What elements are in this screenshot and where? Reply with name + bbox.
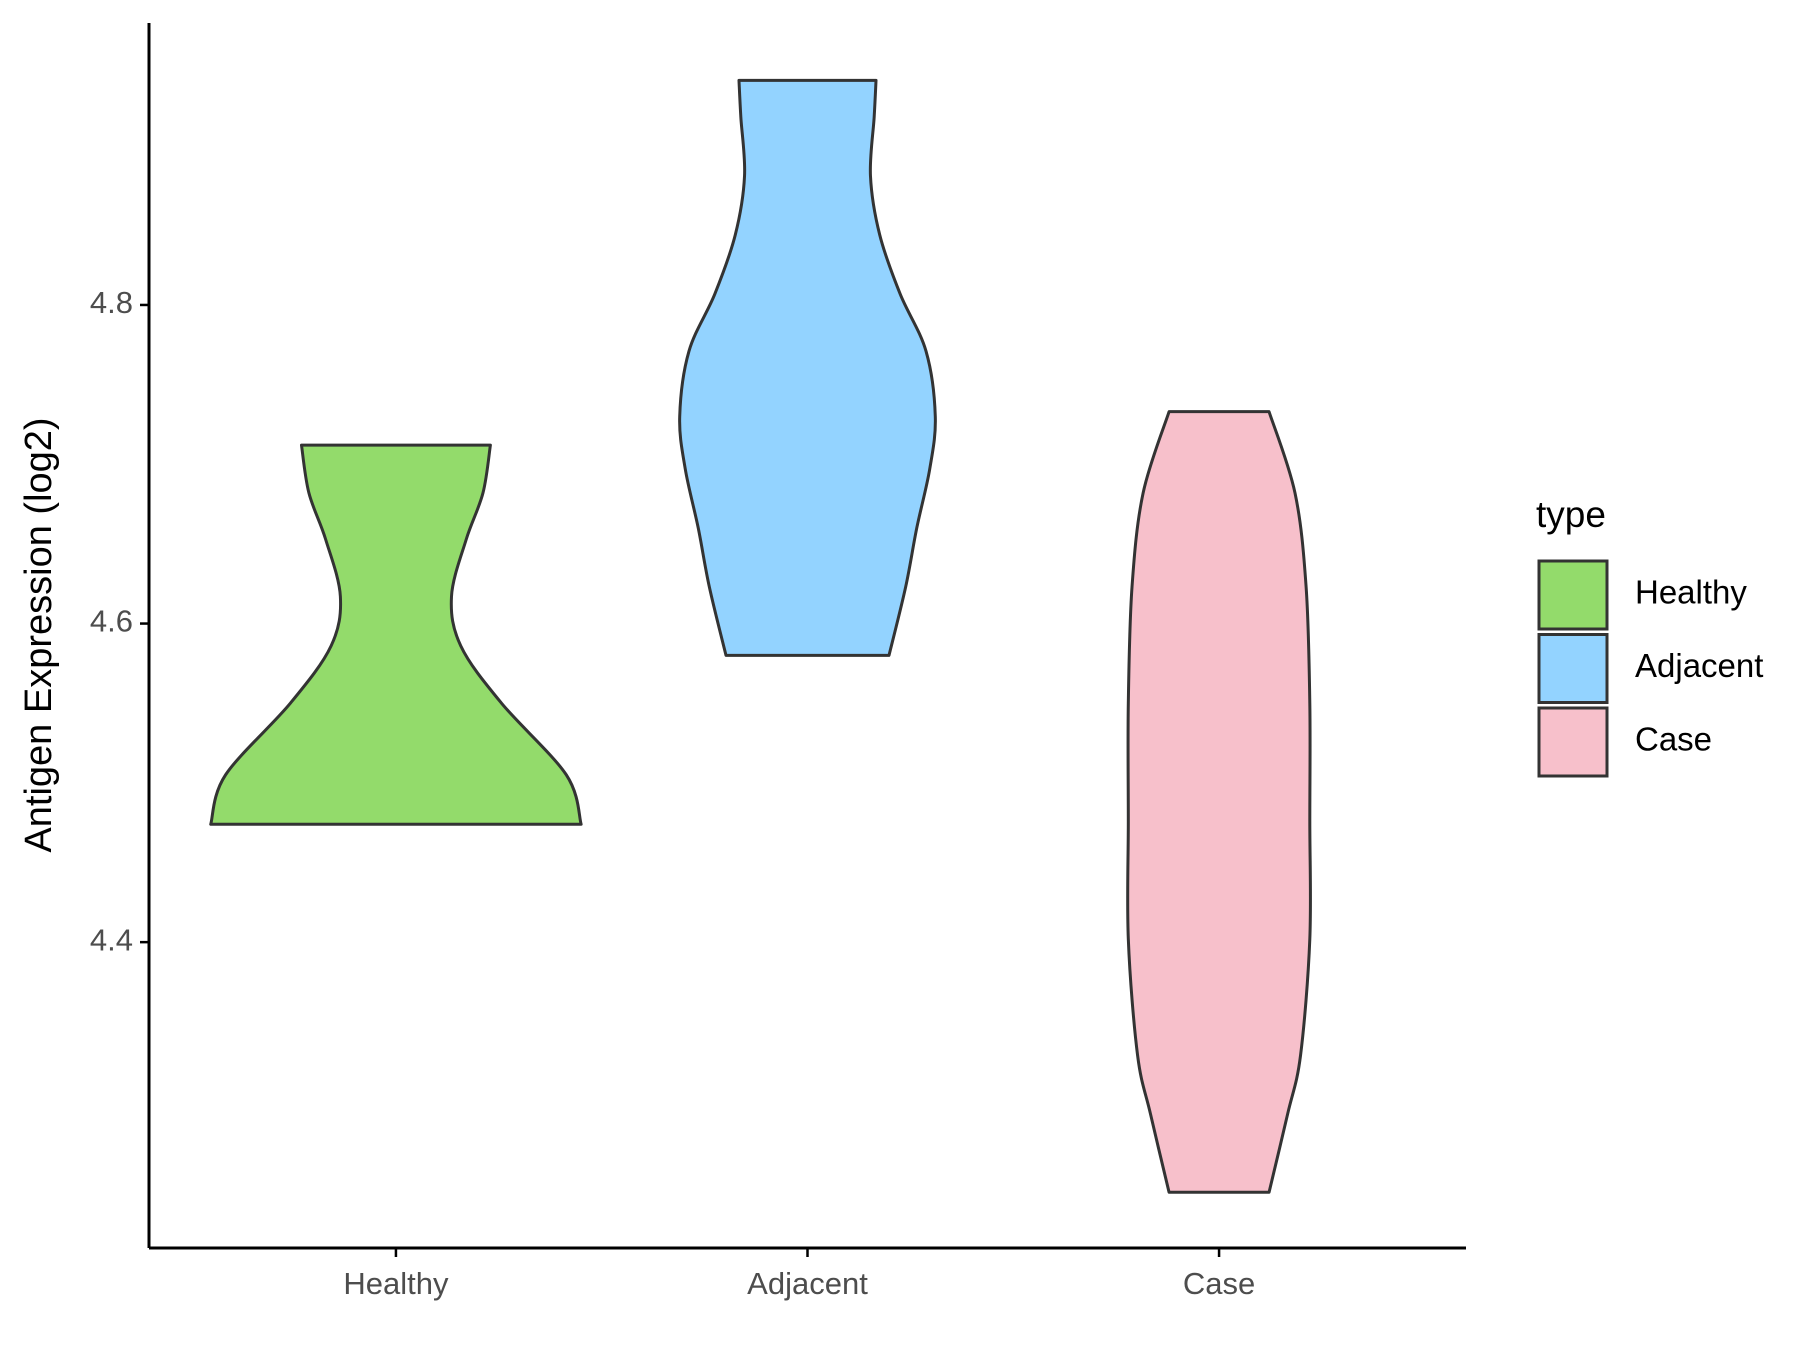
x-tick-label: Adjacent xyxy=(747,1266,868,1301)
legend-key xyxy=(1537,633,1609,704)
violin xyxy=(678,78,937,657)
y-axis-title: Antigen Expression (log2) xyxy=(18,417,60,852)
y-tick-label: 4.6 xyxy=(90,604,133,639)
violin xyxy=(1126,410,1312,1194)
legend-title: type xyxy=(1536,494,1606,535)
x-tick-label: Case xyxy=(1183,1266,1255,1301)
violin xyxy=(209,443,583,826)
legend-label: Healthy xyxy=(1635,574,1747,611)
legend-label: Adjacent xyxy=(1635,647,1763,684)
legend-key xyxy=(1537,559,1609,631)
y-tick-label: 4.4 xyxy=(90,922,133,957)
y-tick-label: 4.8 xyxy=(90,285,133,320)
legend-key xyxy=(1537,706,1609,778)
legend-label: Case xyxy=(1635,721,1712,758)
x-tick-label: Healthy xyxy=(343,1266,449,1301)
